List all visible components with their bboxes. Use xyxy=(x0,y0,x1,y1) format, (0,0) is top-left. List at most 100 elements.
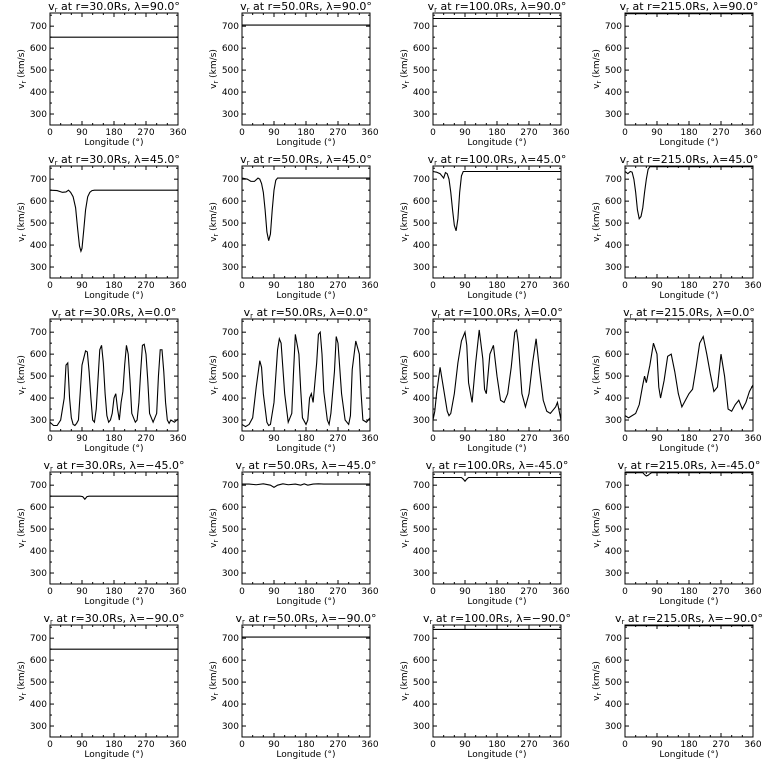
y-tick-label: 300 xyxy=(413,722,430,732)
chart-title: vr at r=100.0Rs, λ=90.0° xyxy=(428,0,567,14)
y-tick-label: 700 xyxy=(605,481,622,491)
x-tick-label: 0 xyxy=(430,128,436,138)
chart-title: vr at r=100.0Rs, λ=-45.0° xyxy=(426,459,569,473)
chart-title: vr at r=100.0Rs, λ=0.0° xyxy=(431,306,563,320)
x-tick-label: 180 xyxy=(297,434,314,444)
x-axis-label: Longitude (°) xyxy=(467,444,526,454)
x-tick-label: 360 xyxy=(744,128,761,138)
x-tick-label: 360 xyxy=(552,740,569,750)
plot-frame xyxy=(49,12,179,126)
x-tick-label: 270 xyxy=(137,587,154,597)
plot-frame xyxy=(49,471,179,585)
y-tick-label: 500 xyxy=(605,66,622,76)
x-tick-label: 90 xyxy=(459,434,471,444)
x-tick-label: 0 xyxy=(622,434,628,444)
y-tick-label: 500 xyxy=(413,372,430,382)
chart-panel: vr at r=100.0Rs, λ=−90.0° 0 90 180 270 360 300… xyxy=(400,612,571,760)
x-tick-label: 0 xyxy=(239,587,245,597)
y-tick-label: 300 xyxy=(30,416,47,426)
series-line-vr xyxy=(625,334,753,419)
y-tick-label: 300 xyxy=(413,263,430,273)
y-axis-label: vr (km/s) xyxy=(209,508,220,548)
x-tick-label: 180 xyxy=(297,587,314,597)
x-tick-label: 180 xyxy=(680,587,697,597)
x-tick-label: 180 xyxy=(488,434,505,444)
y-tick-label: 300 xyxy=(413,416,430,426)
chart-title: vr at r=50.0Rs, λ=−90.0° xyxy=(236,612,377,626)
y-tick-label: 300 xyxy=(30,263,47,273)
chart-title: vr at r=30.0Rs, λ=90.0° xyxy=(48,0,180,14)
x-tick-label: 90 xyxy=(651,128,663,138)
y-tick-label: 600 xyxy=(30,350,47,360)
plot-frame xyxy=(624,471,754,585)
x-tick-label: 0 xyxy=(430,587,436,597)
y-tick-label: 600 xyxy=(30,656,47,666)
x-tick-label: 180 xyxy=(680,740,697,750)
y-tick-label: 400 xyxy=(605,394,622,404)
y-tick-label: 700 xyxy=(30,481,47,491)
y-tick-label: 400 xyxy=(30,88,47,98)
y-tick-label: 700 xyxy=(222,175,239,185)
chart-panel: vr at r=30.0Rs, λ=−45.0° 0 90 180 270 360 300 4… xyxy=(17,459,187,607)
y-tick-label: 400 xyxy=(30,394,47,404)
x-axis-label: Longitude (°) xyxy=(84,750,143,760)
plot-frame xyxy=(241,471,371,585)
y-tick-label: 500 xyxy=(605,219,622,229)
x-tick-label: 90 xyxy=(459,128,471,138)
x-tick-label: 270 xyxy=(137,128,154,138)
y-tick-label: 500 xyxy=(30,372,47,382)
y-tick-label: 500 xyxy=(222,525,239,535)
y-tick-label: 600 xyxy=(222,197,239,207)
plot-frame xyxy=(432,624,562,738)
plot-frame xyxy=(432,12,562,126)
chart-title: vr at r=215.0Rs, λ=90.0° xyxy=(620,0,759,14)
chart-panel: vr at r=100.0Rs, λ=0.0° 0 90 180 270 360 300 40… xyxy=(400,306,570,454)
y-tick-label: 400 xyxy=(222,241,239,251)
x-tick-label: 360 xyxy=(169,434,186,444)
chart-panel: vr at r=100.0Rs, λ=-45.0° 0 90 180 270 360 300… xyxy=(400,459,570,607)
y-axis-label: vr (km/s) xyxy=(17,508,28,548)
chart-panel: vr at r=50.0Rs, λ=45.0° 0 90 180 270 360 300 40… xyxy=(209,153,379,301)
y-tick-label: 400 xyxy=(30,241,47,251)
y-tick-label: 400 xyxy=(605,547,622,557)
x-tick-label: 270 xyxy=(520,128,537,138)
series-line-vr xyxy=(50,495,178,501)
y-tick-label: 700 xyxy=(30,22,47,32)
chart-title: vr at r=100.0Rs, λ=45.0° xyxy=(428,153,567,167)
y-tick-label: 500 xyxy=(605,678,622,688)
y-axis-label: vr (km/s) xyxy=(400,661,411,701)
y-tick-label: 300 xyxy=(605,416,622,426)
y-tick-label: 600 xyxy=(605,44,622,54)
y-tick-label: 300 xyxy=(222,110,239,120)
y-tick-label: 500 xyxy=(605,525,622,535)
x-tick-label: 360 xyxy=(361,587,378,597)
y-tick-label: 300 xyxy=(30,569,47,579)
y-tick-label: 400 xyxy=(605,241,622,251)
x-tick-label: 0 xyxy=(47,740,53,750)
chart-panel: vr at r=215.0Rs, λ=45.0° 0 90 180 270 360 300 4… xyxy=(592,153,762,301)
y-tick-label: 600 xyxy=(413,44,430,54)
y-tick-label: 600 xyxy=(30,503,47,513)
x-axis-label: Longitude (°) xyxy=(276,750,335,760)
series-line-vr xyxy=(242,330,370,428)
x-axis-label: Longitude (°) xyxy=(276,291,335,301)
y-tick-label: 400 xyxy=(413,241,430,251)
y-tick-label: 300 xyxy=(222,263,239,273)
series-line-vr xyxy=(433,170,561,231)
chart-title: vr at r=30.0Rs, λ=0.0° xyxy=(52,306,177,320)
y-tick-label: 500 xyxy=(413,219,430,229)
chart-title: vr at r=50.0Rs, λ=−45.0° xyxy=(236,459,377,473)
y-tick-label: 500 xyxy=(605,372,622,382)
x-tick-label: 0 xyxy=(239,434,245,444)
x-axis-label: Longitude (°) xyxy=(84,444,143,454)
x-tick-label: 270 xyxy=(137,434,154,444)
x-tick-label: 180 xyxy=(680,434,697,444)
x-tick-label: 90 xyxy=(651,434,663,444)
x-tick-label: 90 xyxy=(76,587,88,597)
x-axis-label: Longitude (°) xyxy=(467,750,526,760)
y-tick-label: 600 xyxy=(222,656,239,666)
y-tick-label: 400 xyxy=(605,700,622,710)
y-tick-label: 400 xyxy=(605,88,622,98)
x-tick-label: 270 xyxy=(137,740,154,750)
y-tick-label: 700 xyxy=(413,175,430,185)
